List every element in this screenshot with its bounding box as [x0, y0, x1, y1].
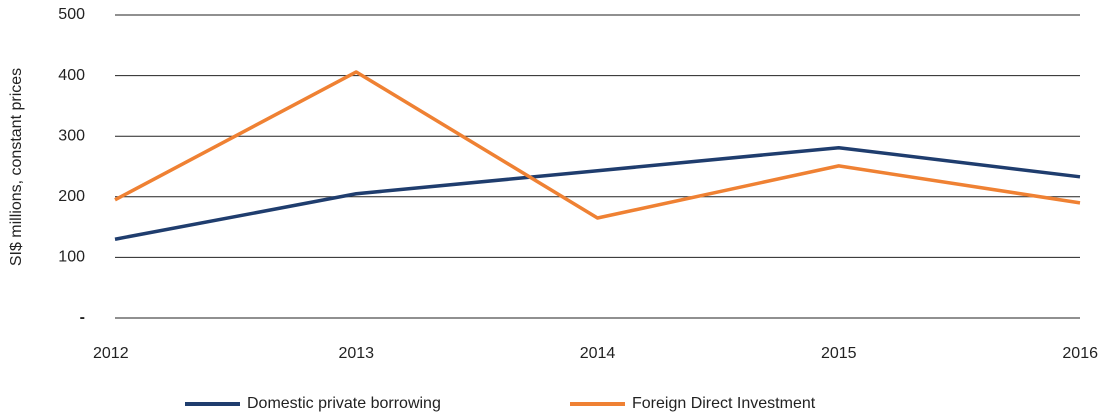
legend-label: Domestic private borrowing [247, 395, 441, 412]
data-line [114, 145, 1081, 241]
x-tick-label: 2014 [580, 345, 616, 362]
legend-label: Foreign Direct Investment [632, 395, 816, 412]
y-tick-label: 400 [58, 67, 85, 84]
x-tick-label: 2015 [821, 345, 857, 362]
y-tick-label: 500 [58, 6, 85, 23]
y-tick-label: 300 [58, 127, 85, 144]
x-tick-label: 2013 [338, 345, 374, 362]
x-tick-label: 2012 [93, 345, 129, 362]
y-tick-label: 100 [58, 249, 85, 266]
data-line [114, 70, 1081, 220]
y-tick-label: - [80, 309, 85, 326]
y-tick-label: 200 [58, 188, 85, 205]
x-tick-label: 2016 [1062, 345, 1098, 362]
y-axis-title: SI$ millions, constant prices [8, 68, 25, 266]
